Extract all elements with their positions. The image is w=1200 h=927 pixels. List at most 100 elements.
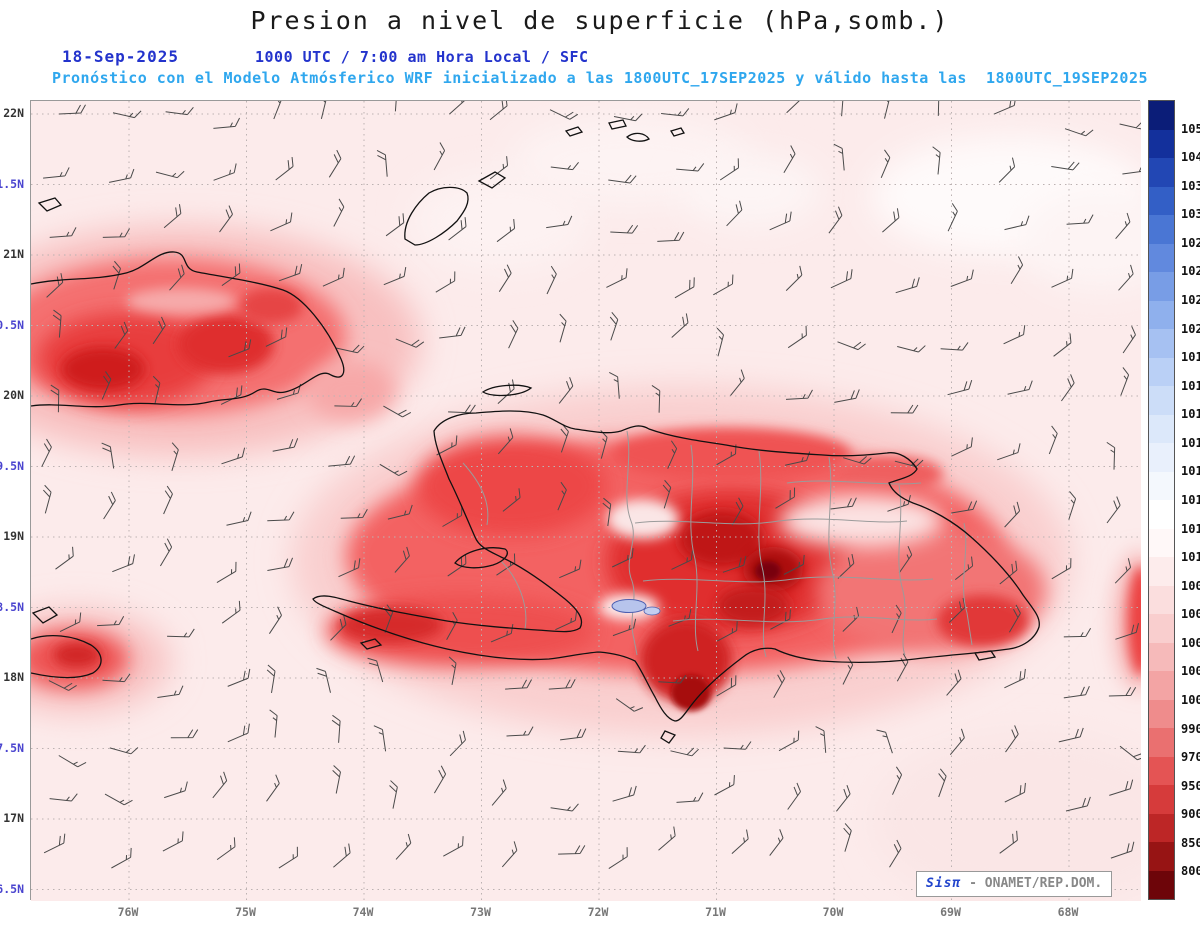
wind-barb [319,101,328,120]
great-inagua-island [404,186,469,246]
hispaniola-coastline [312,410,1040,722]
wind-barb [716,444,737,466]
wind-barb [609,371,620,399]
cuba-cay [37,197,63,212]
wind-barb [783,554,805,575]
wind-barb [58,755,87,768]
wind-barb [213,163,237,181]
wind-barb [1065,796,1091,812]
colorbar-cell [1149,756,1174,785]
wind-barb [227,723,250,743]
wind-barb [367,657,384,683]
wind-barb [722,555,747,573]
watermark-brand: Sisπ [926,876,962,891]
wind-barb [1004,215,1030,231]
wind-barb [836,785,851,812]
colorbar-tick-label: 1019 [1181,350,1200,365]
wind-barb [278,846,298,869]
wind-barb [951,437,973,457]
wind-barb [611,548,634,568]
tortuga-island [481,384,533,397]
colorbar-tick-label: 970 [1181,750,1200,765]
colorbar-cell [1149,186,1174,215]
wind-barb [335,344,365,354]
wind-barb [103,491,116,520]
colorbar-tick-label: 1022 [1181,293,1200,307]
colorbar-cell [1149,699,1174,728]
wind-barb [894,458,924,468]
wind-barb [559,313,567,343]
wind-barb [1064,128,1094,137]
wind-barb [830,269,853,289]
wind-barb [267,557,294,571]
wind-barb [716,327,724,357]
wind-barb [897,345,926,353]
wind-barb [266,774,280,802]
ile-a-vache [359,638,383,650]
wind-barb [1115,212,1131,240]
wind-barb [216,837,236,861]
wind-barb [930,101,940,116]
wind-barb [1005,725,1019,753]
wind-barb [112,554,135,573]
lat-lon-gridlines [31,101,1141,901]
wind-barb [560,728,587,741]
wind-barb [815,726,827,753]
wind-barb [1118,264,1134,291]
wind-barb [714,775,735,796]
wind-barb [1122,325,1136,354]
colorbar-cell [1149,471,1174,500]
colorbar-cell [1149,728,1174,757]
wind-barb [558,377,574,404]
wind-barb [1051,558,1072,580]
y-tick-label: 6.5N [0,881,24,896]
wind-barb [612,618,637,637]
wind-barb [114,321,129,349]
wind-barb [55,546,74,570]
wind-barb [670,747,699,757]
wind-barb [787,782,802,810]
wind-barb [502,488,521,512]
colorbar-tick-label: 1013 [1181,493,1200,507]
colorbar-tick-label: 990 [1181,721,1200,736]
wind-barb [997,443,1021,461]
wind-barb [42,484,52,514]
wind-barb [46,273,64,298]
wind-barb [265,327,288,347]
wind-barb [661,108,690,117]
wind-barb [730,369,745,396]
wind-barb [497,379,515,404]
wind-barb [1108,687,1137,697]
wind-barb [1008,604,1021,633]
colorbar-cell [1149,614,1174,643]
forecast-model-info: Pronóstico con el Modelo Atmósferico WRF… [51,69,1149,87]
wind-barb [221,447,246,465]
colorbar [1148,100,1175,900]
colorbar-cell [1149,357,1174,386]
wind-barb [41,438,52,468]
wind-barb [379,463,408,476]
wind-barb [999,830,1018,854]
colorbar-tick-label: 1017 [1181,407,1200,422]
wind-barb [769,211,792,231]
wind-barb [489,156,509,180]
colorbar-tick-label: 1004 [1181,635,1200,650]
wind-barb [328,455,356,467]
jamaica-coastline [31,634,102,679]
colorbar-cell [1149,101,1174,130]
wind-barb [1063,685,1090,699]
wind-barb [1063,627,1092,638]
y-tick-label: 18N [3,670,24,684]
wind-barb [383,405,412,418]
wind-barb [104,793,133,806]
wind-barb [270,212,293,232]
wind-barb [550,803,579,812]
colorbar-cell [1149,813,1174,842]
wind-barb [716,675,737,697]
wind-barb [497,428,514,455]
wind-barb [1048,425,1058,455]
lakes [611,599,661,616]
wind-barb [842,656,854,685]
wind-barb [109,747,139,755]
x-tick-label: 69W [940,905,961,919]
